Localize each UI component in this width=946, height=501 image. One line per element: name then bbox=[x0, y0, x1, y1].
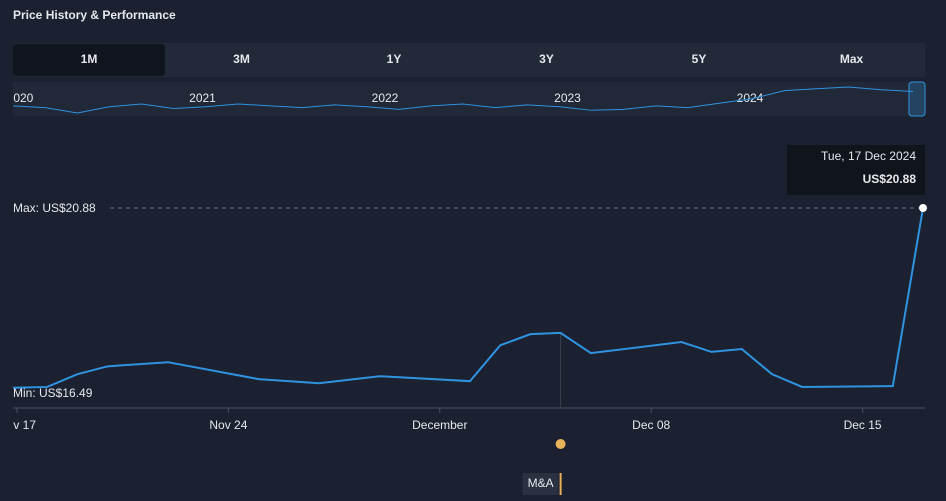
navigator-year: 2022 bbox=[372, 91, 399, 105]
navigator-handle[interactable] bbox=[908, 81, 926, 117]
plot-area bbox=[13, 207, 924, 389]
chart-title: Price History & Performance bbox=[13, 8, 176, 22]
event-label: M&A bbox=[528, 476, 554, 490]
range-tab[interactable]: 3M bbox=[233, 52, 250, 66]
x-tick-label: Dec 15 bbox=[844, 418, 882, 432]
navigator-year: 2021 bbox=[189, 91, 216, 105]
event-marker[interactable] bbox=[555, 439, 566, 449]
tooltip-box bbox=[787, 145, 925, 195]
navigator-year: 2024 bbox=[737, 91, 764, 105]
tooltip-date: Tue, 17 Dec 2024 bbox=[821, 149, 916, 163]
range-tab[interactable]: 3Y bbox=[539, 52, 554, 66]
range-tab[interactable]: 5Y bbox=[692, 52, 707, 66]
range-tab[interactable]: 1Y bbox=[387, 52, 402, 66]
range-tab[interactable]: Max bbox=[840, 52, 864, 66]
navigator-year: 2020 bbox=[7, 91, 34, 105]
navigator-year: 2023 bbox=[554, 91, 581, 105]
navigator-group: 2020 2021 2022 2023 2024 bbox=[7, 86, 914, 114]
max-label: Max: US$20.88 bbox=[13, 201, 96, 215]
tooltip-value: US$20.88 bbox=[863, 172, 917, 186]
x-tick-label: Dec 08 bbox=[632, 418, 670, 432]
navigator bbox=[13, 82, 925, 116]
x-axis-labels: Nov 17 Nov 24 December Dec 08 Dec 15 bbox=[0, 418, 882, 432]
last-point bbox=[919, 204, 927, 212]
range-tab[interactable]: 1M bbox=[81, 52, 98, 66]
x-tick-label: December bbox=[412, 418, 467, 432]
min-label: Min: US$16.49 bbox=[13, 386, 93, 400]
x-tick-label: Nov 17 bbox=[0, 418, 36, 432]
navigator-line bbox=[13, 86, 914, 114]
price-line bbox=[13, 207, 924, 389]
event-label-box bbox=[522, 473, 559, 495]
range-tab-active bbox=[13, 44, 165, 76]
x-tick-label: Nov 24 bbox=[209, 418, 247, 432]
